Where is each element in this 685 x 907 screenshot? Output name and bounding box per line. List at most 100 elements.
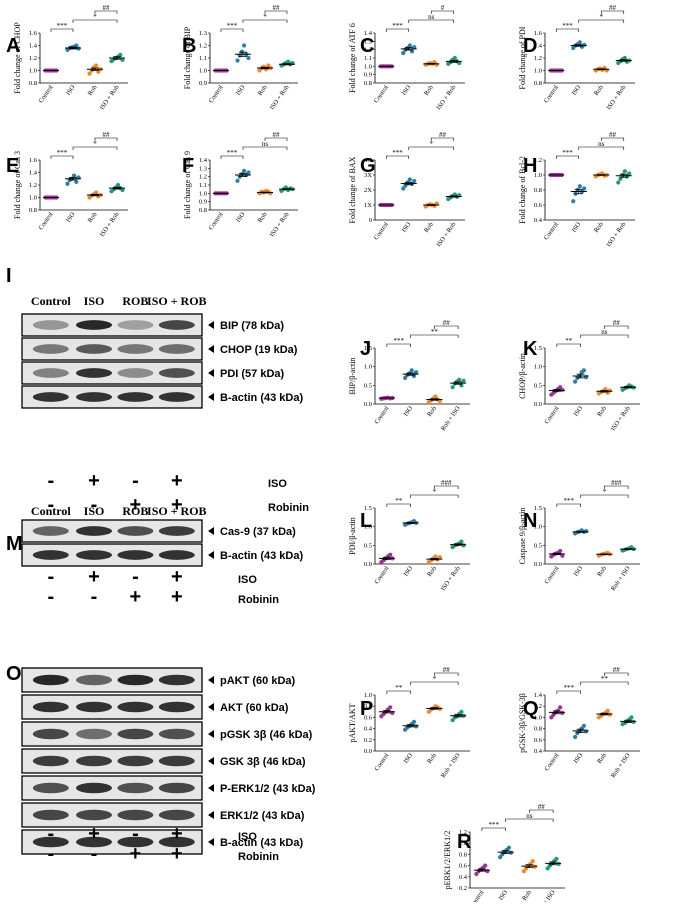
significance-bracket: [385, 155, 410, 159]
y-tick-label: 0.4: [459, 874, 468, 881]
data-point: [554, 856, 559, 861]
blot-band: [158, 782, 195, 794]
chart-panel-F: F 0.80.9 1.01.11.2 1.31.4 Fold change of Cas…: [182, 131, 298, 238]
y-tick-label: 1.0: [534, 524, 542, 531]
significance-label: #: [441, 4, 445, 12]
data-point: [407, 177, 412, 182]
x-tick-label: Control: [373, 405, 390, 425]
significance-label: **: [395, 684, 403, 692]
x-tick-label: ISO + Rob: [610, 405, 632, 432]
data-point: [582, 186, 587, 191]
y-tick-label: 0.0: [364, 401, 372, 408]
x-tick-label: ISO: [571, 221, 583, 234]
y-tick-label: 1.1: [199, 55, 207, 62]
significance-bracket: [556, 343, 581, 347]
data-point: [412, 178, 417, 184]
x-tick-label: ISO: [235, 211, 247, 224]
x-tick-label: Rob: [521, 889, 533, 902]
panel-label-A: A: [6, 35, 20, 57]
blot-band: [32, 674, 69, 686]
treatment-sign: +: [171, 823, 183, 845]
significance-label: ##: [103, 4, 111, 12]
y-axis-label: CHOP/β-actin: [518, 353, 527, 399]
data-point: [94, 63, 99, 68]
significance-label: ##: [443, 666, 451, 674]
x-tick-label: ISO + Rob: [435, 221, 457, 248]
x-tick-label: ISO + Rob: [440, 565, 462, 592]
band-label: BIP (78 kDa): [220, 320, 284, 332]
data-point: [622, 169, 627, 174]
chart-panel-G: G 0 1X 2X 3X 4X Fold change of BAX Control ISO Ro…: [348, 131, 465, 248]
treatment-sign: +: [171, 586, 183, 608]
y-tick-label: 0.8: [534, 187, 542, 194]
treatment-label: Robinin: [238, 594, 279, 606]
significance-label: ns: [526, 812, 533, 820]
data-point: [401, 50, 406, 56]
significance-bracket: [94, 137, 118, 141]
arrow-icon: [208, 703, 214, 711]
band-label: P-ERK1/2 (43 kDa): [220, 783, 316, 795]
significance-label: ns: [428, 13, 435, 21]
lane-header: ROB: [122, 294, 148, 308]
x-tick-label: Rob: [596, 565, 608, 578]
data-point: [581, 723, 587, 728]
blot-band: [76, 809, 112, 821]
panel-label-M: M: [6, 533, 23, 555]
blot-band: [32, 550, 69, 560]
data-point: [407, 43, 412, 48]
significance-bracket: [264, 10, 288, 14]
y-tick-label: 1.0: [534, 714, 542, 721]
data-point: [618, 176, 623, 181]
significance-bracket: [481, 827, 506, 831]
data-point: [573, 734, 578, 740]
arrow-icon: [208, 676, 214, 684]
panel-label-J: J: [360, 338, 371, 360]
lane-header: ISO: [84, 504, 105, 518]
y-tick-label: 1.6: [29, 157, 38, 164]
blot-band: [158, 728, 195, 740]
data-point: [414, 370, 419, 375]
y-tick-label: 1.0: [29, 68, 37, 75]
treatment-sign: -: [47, 823, 54, 845]
significance-label: ***: [562, 22, 573, 30]
y-tick-label: 1.0: [534, 364, 542, 371]
blot-band: [32, 344, 69, 354]
x-tick-label: ISO: [573, 405, 585, 418]
data-point: [87, 71, 92, 76]
blot-band: [76, 368, 112, 378]
significance-bracket: [50, 28, 74, 32]
data-point: [616, 180, 621, 185]
x-tick-label: Rob: [426, 405, 438, 418]
data-point: [242, 168, 247, 173]
blot-band: [32, 701, 69, 713]
x-tick-label: Control: [208, 211, 225, 231]
significance-bracket: [410, 681, 459, 685]
significance-bracket: [600, 137, 625, 141]
y-tick-label: 0.8: [364, 80, 372, 87]
significance-bracket: [580, 681, 629, 685]
data-point: [411, 719, 417, 724]
treatment-sign: +: [130, 494, 142, 516]
treatment-sign: -: [47, 470, 54, 492]
x-tick-label: Control: [373, 221, 390, 241]
x-tick-label: Rob: [426, 565, 438, 578]
x-tick-label: ISO + Rob: [99, 84, 121, 111]
significance-label: ##: [103, 131, 111, 139]
significance-bracket: [580, 334, 629, 338]
panel-label-Q: Q: [523, 698, 539, 720]
y-tick-label: 1.2: [29, 182, 37, 189]
y-tick-label: 1.5: [534, 345, 542, 352]
blot-band: [32, 392, 69, 402]
data-point: [434, 62, 439, 67]
significance-bracket: [604, 325, 629, 329]
blot-band: [32, 320, 69, 330]
significance-label: *: [603, 488, 607, 496]
y-tick-label: 1.0: [459, 840, 467, 847]
y-tick-label: 0.8: [459, 851, 467, 858]
y-tick-label: 1.2: [534, 55, 542, 62]
chart-panel-L: L 0.0 0.5 1.0 1.5 PDI/β-actin Control ISO Rob ISO…: [348, 479, 470, 592]
blot-band: [76, 701, 112, 713]
x-tick-label: ISO: [573, 752, 585, 765]
data-point: [581, 368, 587, 373]
